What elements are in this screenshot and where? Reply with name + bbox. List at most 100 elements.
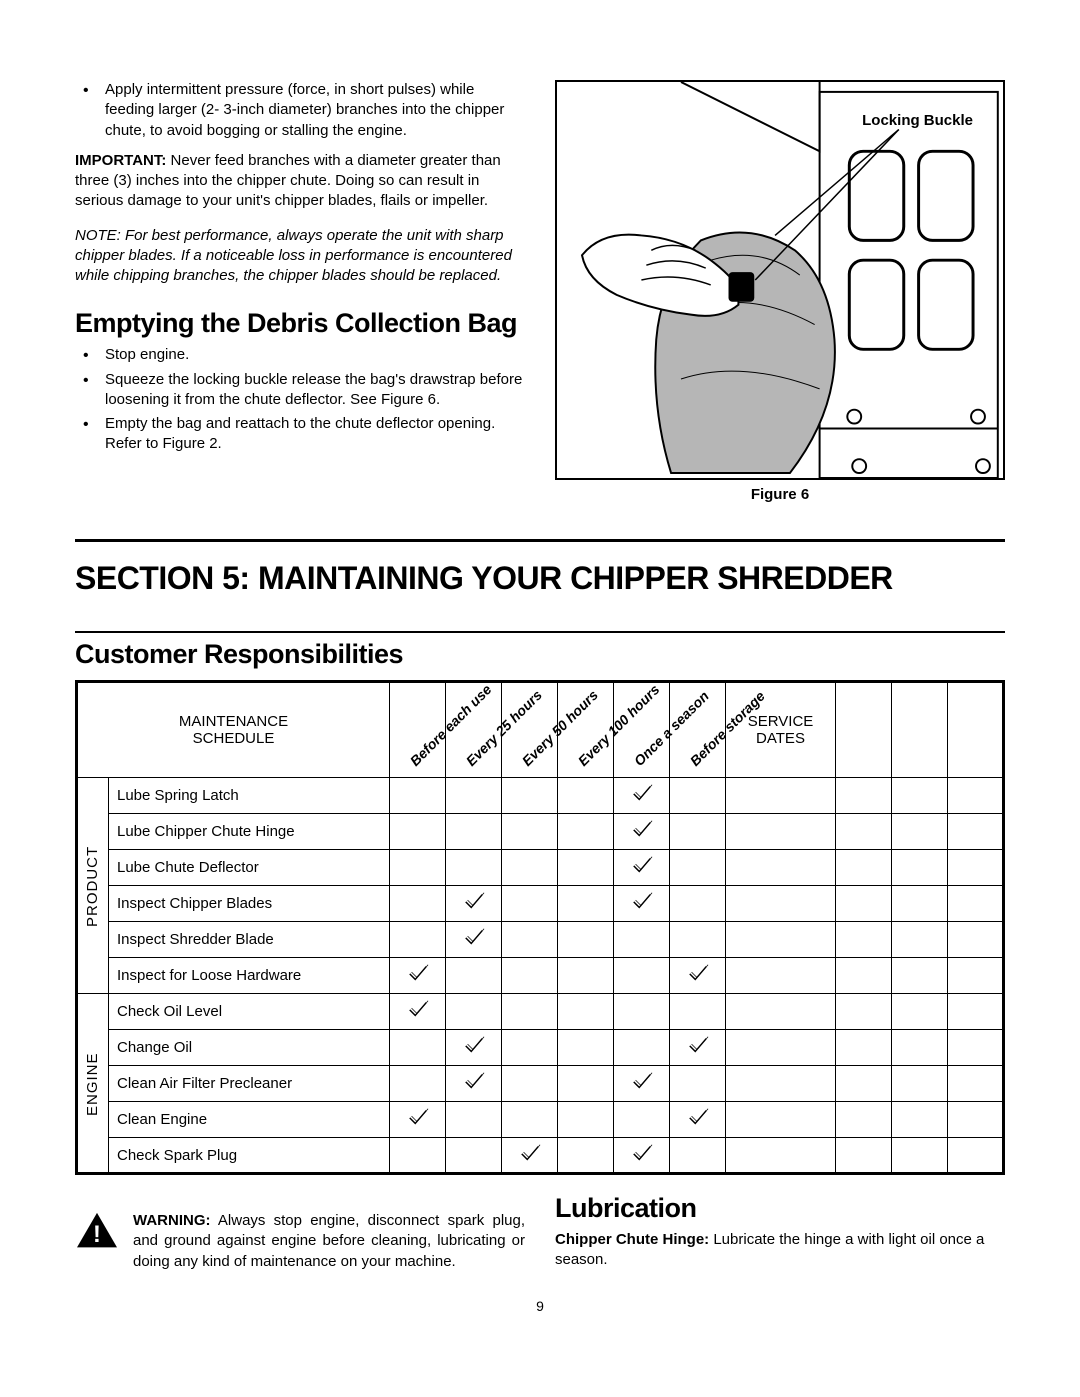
table-row: ENGINECheck Oil Level [77,994,1004,1030]
service-date-cell [892,814,948,850]
section-divider [75,539,1005,542]
tick-cell [502,850,558,886]
tick-cell [502,1102,558,1138]
tick-cell [614,958,670,994]
tick-cell [446,814,502,850]
important-paragraph: IMPORTANT: Never feed branches with a di… [75,151,525,212]
tick-cell [390,994,446,1030]
tick-cell [670,958,726,994]
tick-cell [446,850,502,886]
tick-cell [390,1066,446,1102]
table-row: Clean Air Filter Precleaner [77,1066,1004,1102]
tick-cell [670,886,726,922]
tick-cell [446,1066,502,1102]
tick-cell [502,886,558,922]
note-paragraph: NOTE: For best performance, always opera… [75,226,525,287]
service-date-cell [892,994,948,1030]
service-date-cell [892,778,948,814]
header-schedule-line1: MAINTENANCE [179,713,288,730]
category-cell: ENGINE [77,994,109,1174]
tick-cell [390,814,446,850]
header-col-4: Once a season [614,682,670,778]
service-date-cell [892,922,948,958]
header-col-1: Every 25 hours [446,682,502,778]
tick-cell [390,1102,446,1138]
header-col-3: Every 100 hours [558,682,614,778]
tick-cell [502,1138,558,1174]
service-date-cell [948,1102,1004,1138]
service-date-cell [836,922,892,958]
header-service-line2: DATES [756,730,805,747]
task-cell: Lube Chipper Chute Hinge [109,814,390,850]
service-date-cell [726,958,836,994]
tick-cell [614,1138,670,1174]
tick-cell [558,958,614,994]
warning-text: WARNING: Always stop engine, disconnect … [133,1211,525,1272]
tick-cell [670,1030,726,1066]
service-date-cell [948,922,1004,958]
figure-6-box: Locking Buckle [555,80,1005,480]
service-date-cell [892,1030,948,1066]
task-cell: Lube Spring Latch [109,778,390,814]
figure-caption: Figure 6 [555,486,1005,503]
tick-cell [446,922,502,958]
tick-cell [558,1102,614,1138]
service-date-cell [948,994,1004,1030]
service-date-cell [948,850,1004,886]
tick-cell [502,922,558,958]
left-column: Apply intermittent pressure (force, in s… [75,80,525,503]
service-date-cell [726,814,836,850]
tick-cell [614,1102,670,1138]
header-blank-3 [948,682,1004,778]
tick-cell [670,850,726,886]
table-row: Lube Chipper Chute Hinge [77,814,1004,850]
tick-cell [670,814,726,850]
tick-cell [670,994,726,1030]
lubrication-text: Chipper Chute Hinge: Lubricate the hinge… [555,1230,1005,1271]
header-blank-1 [836,682,892,778]
table-row: Inspect Shredder Blade [77,922,1004,958]
tick-cell [614,814,670,850]
warning-triangle-icon: ! [75,1211,119,1251]
task-cell: Lube Chute Deflector [109,850,390,886]
table-row: PRODUCTLube Spring Latch [77,778,1004,814]
tick-cell [446,958,502,994]
tick-cell [390,958,446,994]
tick-cell [614,778,670,814]
bullet-item: Squeeze the locking buckle release the b… [105,370,525,411]
tick-cell [390,850,446,886]
task-cell: Change Oil [109,1030,390,1066]
bottom-two-column: ! WARNING: Always stop engine, disconnec… [75,1193,1005,1272]
top-two-column: Apply intermittent pressure (force, in s… [75,80,1005,503]
service-date-cell [726,922,836,958]
table-row: Inspect Chipper Blades [77,886,1004,922]
service-date-cell [726,1030,836,1066]
tick-cell [390,778,446,814]
service-date-cell [948,886,1004,922]
task-cell: Clean Engine [109,1102,390,1138]
tick-cell [614,1066,670,1102]
tick-cell [614,850,670,886]
table-row: Change Oil [77,1030,1004,1066]
table-row: Check Spark Plug [77,1138,1004,1174]
header-schedule-line2: SCHEDULE [193,730,275,747]
service-date-cell [836,850,892,886]
tick-cell [670,922,726,958]
tick-cell [446,778,502,814]
service-date-cell [892,886,948,922]
service-date-cell [836,1102,892,1138]
service-date-cell [948,958,1004,994]
service-date-cell [726,850,836,886]
task-cell: Check Spark Plug [109,1138,390,1174]
tick-cell [614,886,670,922]
warning-column: ! WARNING: Always stop engine, disconnec… [75,1193,525,1272]
header-service-line1: SERVICE [748,713,814,730]
service-date-cell [948,778,1004,814]
service-date-cell [892,850,948,886]
tick-cell [614,994,670,1030]
page-number: 9 [75,1298,1005,1314]
service-date-cell [892,1102,948,1138]
tick-cell [502,1030,558,1066]
category-cell: PRODUCT [77,778,109,994]
tick-cell [390,1030,446,1066]
